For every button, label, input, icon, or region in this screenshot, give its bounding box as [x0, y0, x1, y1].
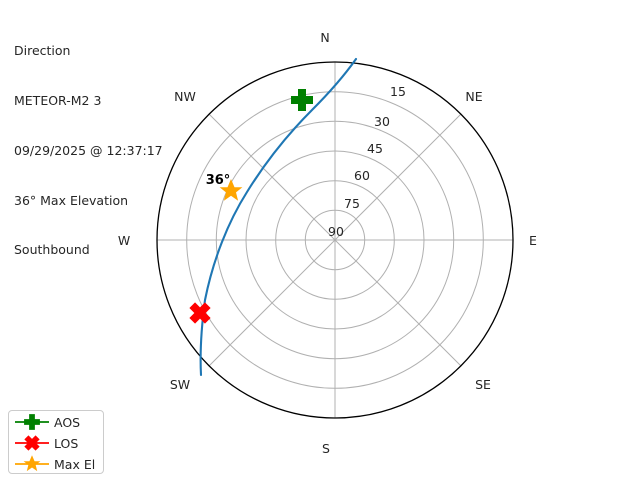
max-el-data-label: 36°	[206, 173, 231, 188]
spoke-ne-sw	[208, 113, 462, 367]
azimuth-label-ne: NE	[465, 89, 482, 104]
info-header: Direction METEOR-M2 3 09/29/2025 @ 12:37…	[14, 10, 163, 292]
x-filled-icon	[189, 302, 211, 324]
elevation-tick-labels: 15 30 45 60 75 90	[328, 84, 406, 239]
elevation-tick-60: 60	[354, 168, 370, 183]
azimuth-tick-labels: N NE E SE S SW W NW	[118, 30, 537, 456]
azimuth-label-e: E	[529, 233, 537, 248]
legend-label-los: LOS	[54, 435, 79, 451]
star-icon	[23, 455, 41, 472]
legend-marker-aos	[14, 413, 50, 431]
legend-marker-maxel	[14, 455, 50, 473]
plus-filled-icon	[291, 89, 313, 111]
elevation-tick-45: 45	[367, 141, 383, 156]
legend-marker-los	[14, 434, 50, 452]
azimuth-label-sw: SW	[170, 377, 190, 392]
azimuth-label-w: W	[118, 233, 130, 248]
max-elevation-text: 36° Max Elevation	[14, 192, 129, 208]
azimuth-label-se: SE	[475, 377, 491, 392]
star-icon	[219, 179, 243, 201]
info-title: Direction	[14, 43, 71, 59]
max-el-marker	[219, 179, 243, 201]
legend-item-aos: AOS	[9, 412, 103, 432]
legend-item-maxel: Max El	[9, 454, 103, 474]
legend-label-aos: AOS	[54, 414, 81, 430]
legend: AOS LOS Ma	[8, 410, 104, 474]
x-filled-icon	[24, 435, 40, 451]
legend-item-los: LOS	[9, 433, 103, 453]
elevation-tick-30: 30	[374, 114, 390, 129]
legend-label-maxel: Max El	[54, 456, 96, 472]
horizon-circle	[156, 61, 514, 419]
satellite-name: METEOR-M2 3	[14, 92, 102, 108]
los-marker	[189, 302, 211, 324]
plus-filled-icon	[24, 414, 40, 430]
azimuth-label-n: N	[320, 30, 329, 45]
pass-direction: Southbound	[14, 242, 90, 258]
elevation-tick-90: 90	[328, 224, 344, 239]
azimuth-label-nw: NW	[174, 89, 196, 104]
elevation-tick-15: 15	[390, 84, 406, 99]
azimuth-label-s: S	[322, 441, 330, 456]
elevation-tick-75: 75	[344, 196, 360, 211]
aos-marker	[291, 89, 313, 111]
pass-timestamp: 09/29/2025 @ 12:37:17	[14, 142, 163, 158]
ground-track-line	[199, 57, 358, 377]
azimuth-spokes	[157, 62, 513, 418]
